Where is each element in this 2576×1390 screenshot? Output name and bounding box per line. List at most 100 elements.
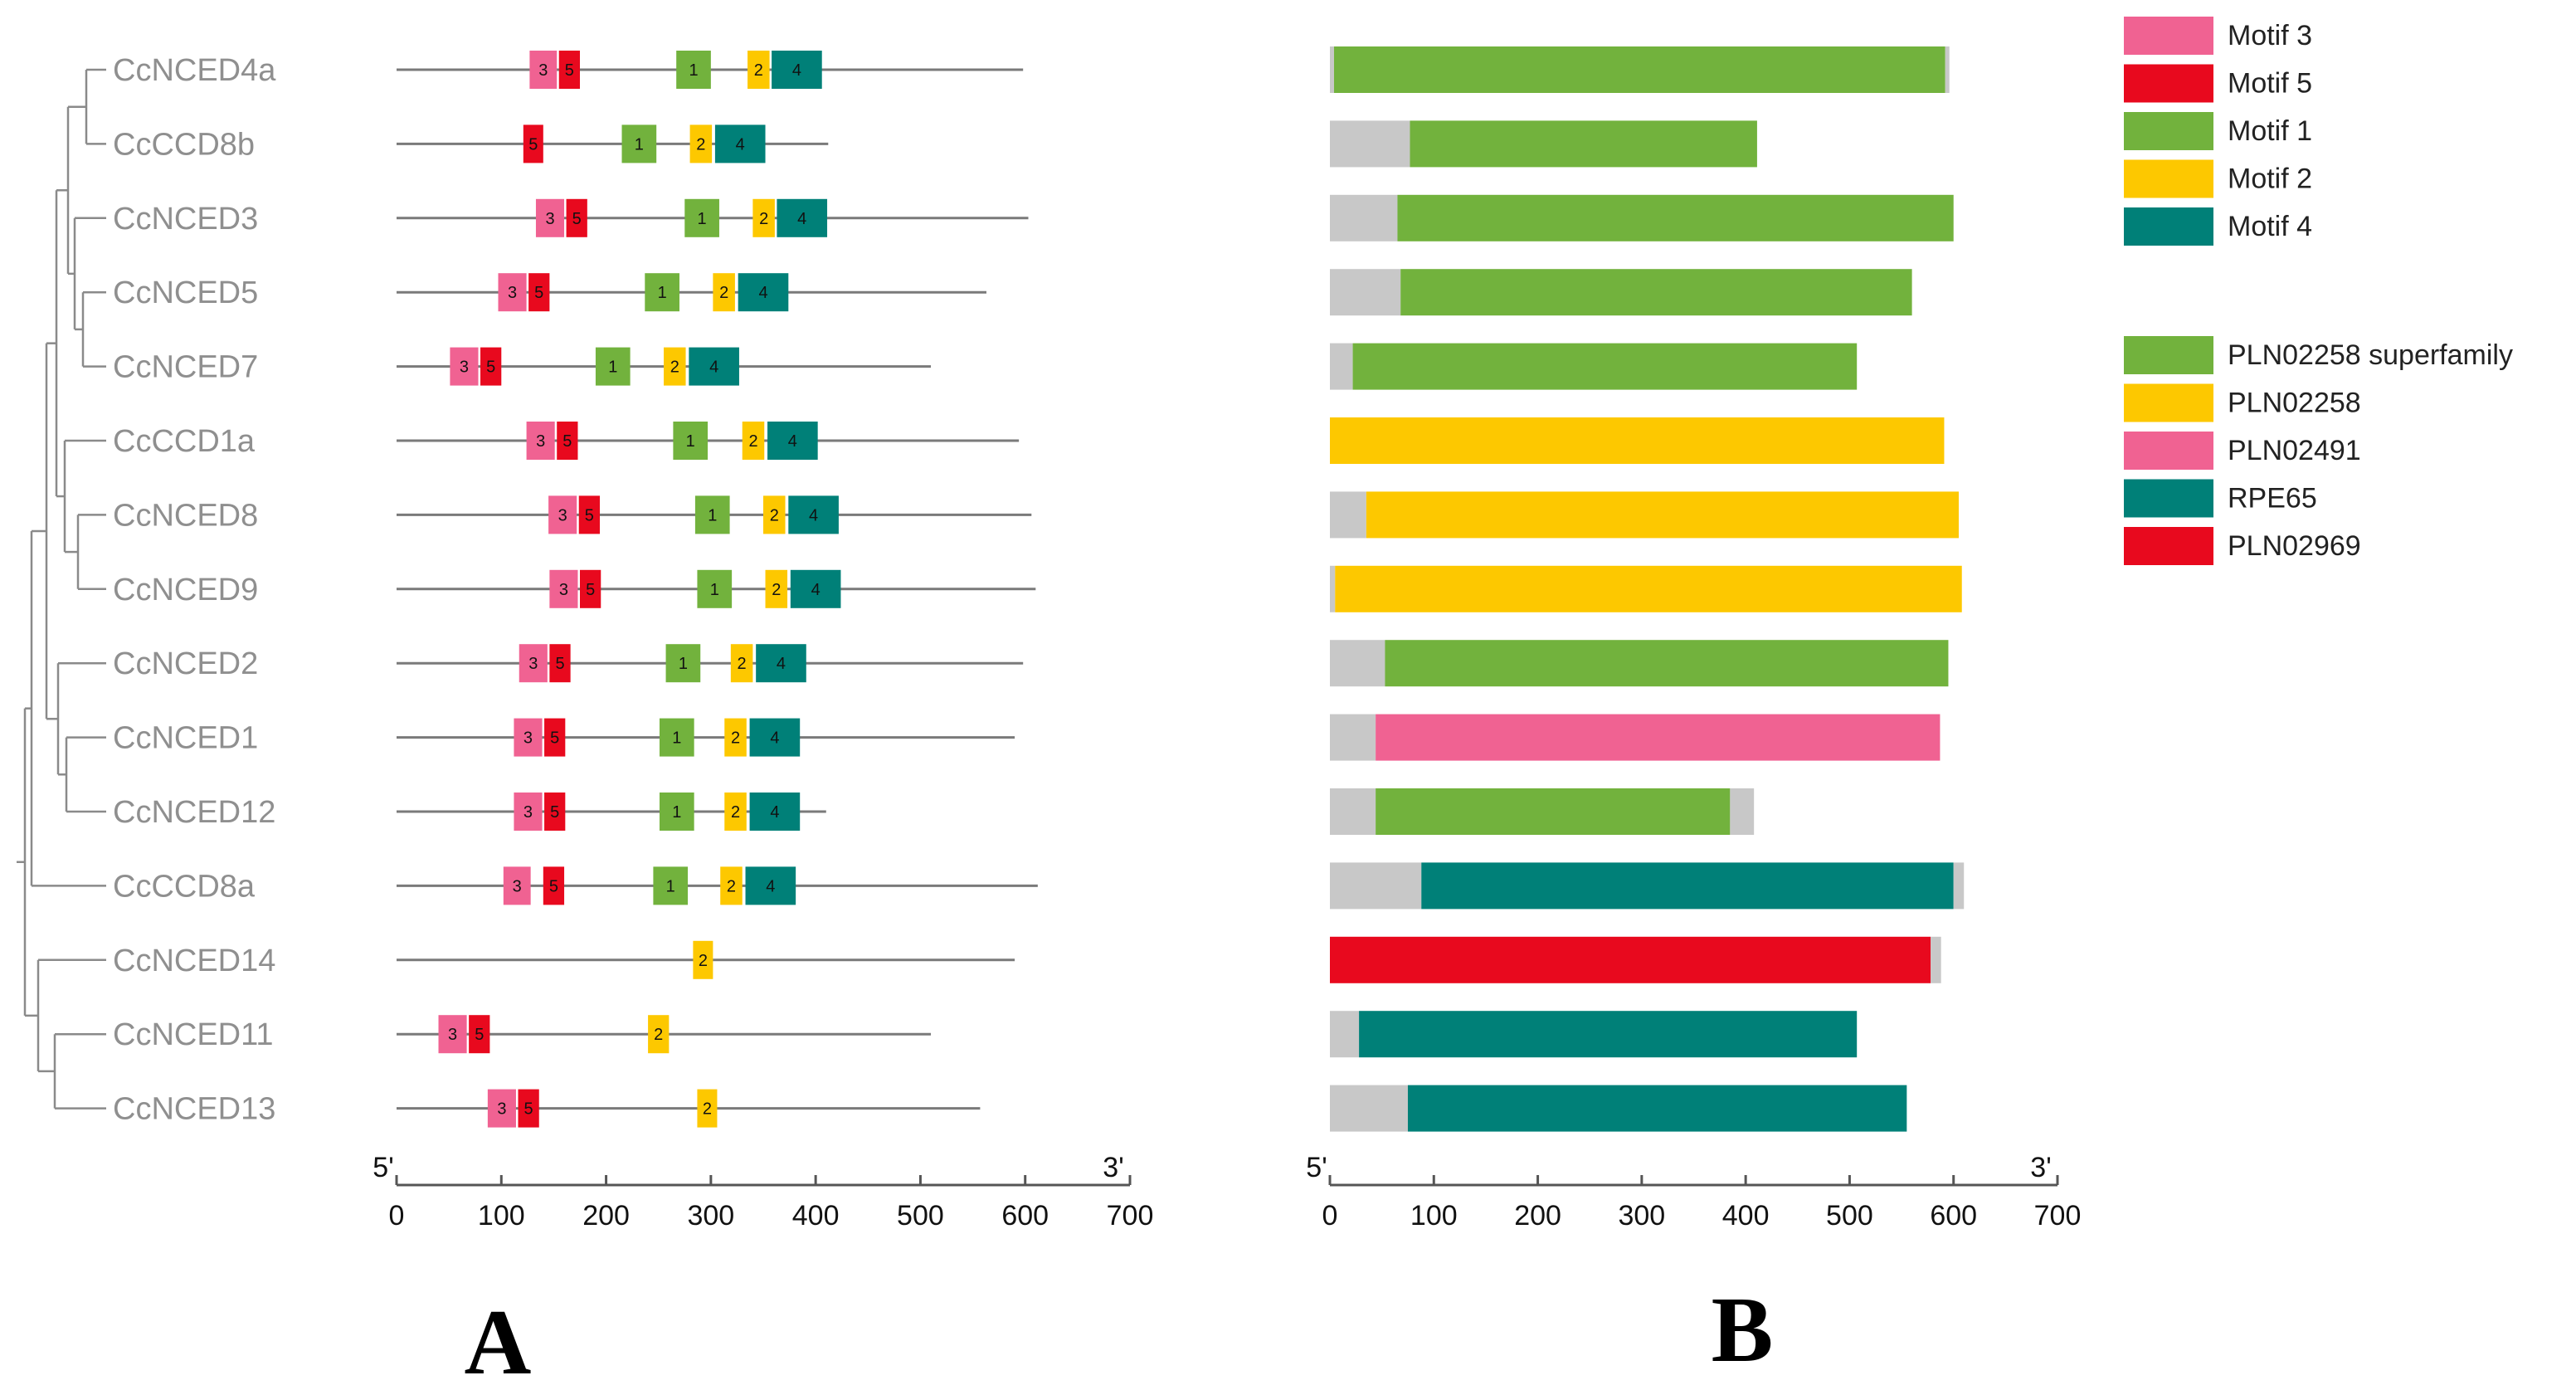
motif-number: 1 [679, 655, 688, 673]
motif-1-box [659, 718, 694, 757]
motif-number: 5 [562, 432, 572, 451]
domain-bar [1359, 1011, 1858, 1058]
motif-2-box [720, 866, 743, 905]
motif-number: 4 [797, 210, 806, 228]
motif-number: 3 [508, 284, 517, 302]
motif-3-box [548, 495, 577, 534]
domain-bar [1400, 269, 1912, 316]
motif-2-box [752, 198, 775, 237]
motif-number: 4 [758, 284, 767, 302]
motif-number: 5 [572, 210, 582, 228]
motif-3-box [503, 866, 531, 905]
motif-1-box [694, 495, 730, 534]
motif-number: 2 [703, 1100, 712, 1119]
motif-4-box [756, 644, 806, 683]
domain-bar [1334, 46, 1945, 93]
motif-number: 5 [565, 61, 574, 80]
legend-label: PLN02258 superfamily [2228, 339, 2513, 371]
motif-number: 1 [710, 581, 719, 599]
domain-bar [1421, 862, 1954, 910]
tick-label: 100 [478, 1200, 525, 1231]
motif-number: 2 [727, 877, 736, 895]
motif-2-box [689, 124, 713, 163]
motif-5-box [558, 51, 580, 89]
motif-3-box [438, 1015, 467, 1054]
axis-b: 0 100 200 300 400 500 600 700 5' 3' [1306, 1152, 2081, 1231]
motif-number: 4 [770, 803, 779, 822]
motif-number: 3 [448, 1026, 457, 1044]
motif-number: 3 [538, 61, 548, 80]
motif-5-box [544, 793, 566, 831]
motif-number: 1 [689, 61, 698, 80]
motif-number: 3 [523, 803, 533, 822]
gene-label: CcCCD8b [113, 127, 255, 162]
motif-3-box [529, 51, 558, 89]
motif-number: 5 [550, 729, 559, 748]
domain-bar [1407, 1085, 1907, 1132]
motif-4-box [689, 347, 739, 386]
motif-3-box [487, 1089, 516, 1128]
motif-2-box [747, 51, 770, 89]
legend-label: RPE65 [2228, 483, 2317, 515]
motif-5-box [523, 124, 543, 163]
gene-label: CcNCED14 [113, 944, 275, 978]
motif-number: 1 [698, 210, 707, 228]
domain-bar [1376, 714, 1941, 761]
motif-number: 4 [766, 877, 775, 895]
motif-2-box [742, 422, 765, 460]
tick-label: 400 [1722, 1200, 1770, 1231]
panel-a-motifs: 3 5 1 2 45 1 2 43 5 1 2 43 5 1 2 43 5 1 2 43 5 1 2 43 5 1 2 43 5 1 2 43… [397, 51, 1038, 1128]
gene-label: CcNCED2 [113, 646, 258, 681]
motif-4-box [714, 124, 766, 163]
domain-bar [1330, 194, 1398, 241]
tick-label: 300 [687, 1200, 734, 1231]
tick-label: 300 [1618, 1200, 1665, 1231]
motif-1-box [673, 422, 709, 460]
motif-3-box [549, 569, 578, 608]
gene-label: CcNCED1 [113, 721, 258, 756]
tick-label: 500 [1826, 1200, 1873, 1231]
three-prime-label: 3' [2030, 1152, 2051, 1183]
gene-label: CcNCED4a [113, 53, 276, 88]
phylogenetic-tree [17, 68, 106, 1110]
domain-bar [1330, 343, 1353, 390]
motif-5-box [518, 1089, 539, 1128]
gene-label: CcNCED8 [113, 498, 258, 533]
motif-2-box [693, 940, 713, 979]
legend-swatch [2124, 64, 2213, 103]
panel-b-domains [1330, 46, 1965, 1132]
legend-swatch [2124, 159, 2213, 198]
motif-5-box [580, 569, 601, 608]
motif-number: 4 [770, 729, 779, 748]
motif-number: 2 [748, 432, 757, 451]
legend-swatch [2124, 336, 2213, 374]
motif-number: 3 [558, 506, 567, 524]
tick-label: 0 [389, 1200, 405, 1231]
motif-number: 2 [770, 506, 779, 524]
motif-number: 2 [731, 729, 740, 748]
motif-number: 5 [528, 135, 538, 154]
motif-number: 2 [719, 284, 728, 302]
motif-number: 3 [528, 655, 538, 673]
motif-number: 3 [536, 432, 545, 451]
motif-3-box [519, 644, 548, 683]
legend-label: Motif 5 [2228, 68, 2312, 100]
motif-4-box [777, 198, 828, 237]
motif-2-box [713, 273, 735, 312]
motif-5-box [469, 1015, 490, 1054]
legend-swatch [2124, 383, 2213, 422]
motif-number: 4 [809, 506, 818, 524]
motif-number: 3 [559, 581, 568, 599]
gene-label: CcNCED5 [113, 276, 258, 310]
gene-label: CcNCED12 [113, 795, 275, 830]
motif-3-box [498, 273, 527, 312]
domain-bar [1385, 640, 1949, 687]
motif-4-box [745, 866, 796, 905]
legend-label: PLN02969 [2228, 530, 2361, 562]
legend-label: Motif 2 [2228, 163, 2312, 195]
motif-5-box [578, 495, 600, 534]
motif-number: 3 [497, 1100, 506, 1119]
motif-1-box [697, 569, 733, 608]
domain-bar [1330, 640, 1385, 687]
legend-label: PLN02491 [2228, 435, 2361, 466]
